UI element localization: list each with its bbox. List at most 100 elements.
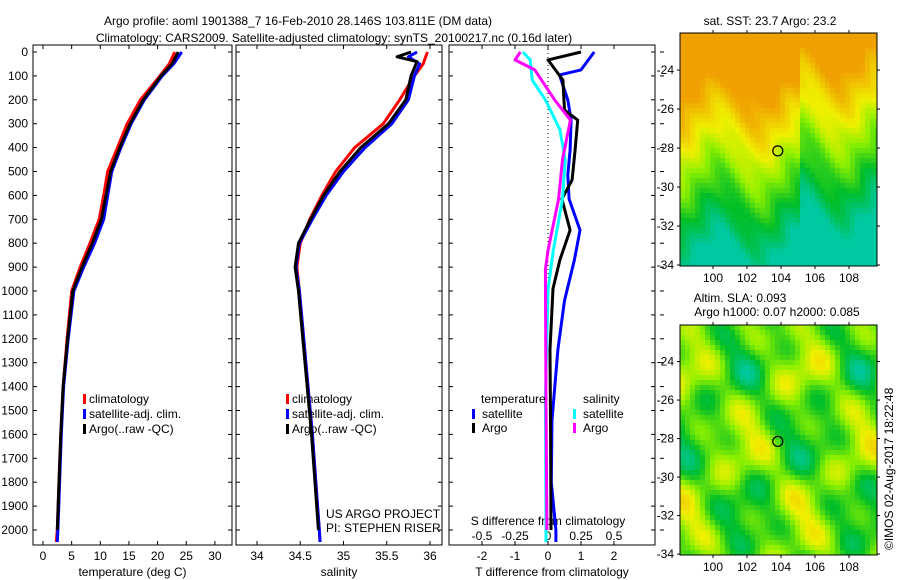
map-cell <box>845 440 850 445</box>
plot-frame <box>32 44 233 546</box>
map-cell <box>725 108 730 113</box>
map-cell <box>855 113 860 118</box>
map-cell <box>820 123 825 128</box>
map-cell <box>790 415 795 420</box>
map-cell <box>875 128 877 133</box>
map-cell <box>800 263 805 266</box>
map-cell <box>685 515 690 520</box>
map-cell <box>790 545 795 550</box>
map-cell <box>685 258 690 263</box>
map-cell <box>690 133 695 138</box>
map-cell <box>840 415 845 420</box>
legend-swatch <box>472 409 475 419</box>
map-cell <box>840 425 845 430</box>
map-cell <box>755 500 760 505</box>
map-cell <box>695 530 700 535</box>
map-cell <box>860 335 865 340</box>
map-cell <box>760 193 765 198</box>
map-cell <box>750 118 755 123</box>
map-cell <box>815 370 820 375</box>
map-cell <box>835 43 840 48</box>
map-cell <box>785 103 790 108</box>
map-cell <box>760 340 765 345</box>
map-cell <box>875 208 877 213</box>
map-cell <box>825 460 830 465</box>
map-cell <box>735 545 740 550</box>
map-cell <box>870 248 875 253</box>
map-cell <box>830 335 835 340</box>
map-cell <box>775 213 780 218</box>
map-cell <box>725 168 730 173</box>
map-cell <box>745 73 750 78</box>
map-cell <box>815 390 820 395</box>
map-cell <box>825 490 830 495</box>
map-cell <box>790 470 795 475</box>
map-cell <box>715 253 720 258</box>
map-cell <box>865 73 870 78</box>
map-cell <box>790 78 795 83</box>
map-cell <box>795 345 800 350</box>
map-cell <box>815 143 820 148</box>
map-cell <box>795 400 800 405</box>
map-cell <box>770 63 775 68</box>
map-cell <box>875 535 877 540</box>
map-cell <box>875 218 877 223</box>
map-cell <box>730 435 735 440</box>
map-cell <box>775 208 780 213</box>
y-tick-label: 300 <box>8 117 28 131</box>
map-cell <box>680 440 685 445</box>
map-cell <box>820 490 825 495</box>
map-cell <box>740 335 745 340</box>
map-cell <box>725 158 730 163</box>
map-cell <box>850 148 855 153</box>
map-cell <box>680 108 685 113</box>
map-cell <box>715 475 720 480</box>
map-cell <box>780 193 785 198</box>
float-location-marker <box>772 435 784 447</box>
map-cell <box>830 208 835 213</box>
map-cell <box>780 263 785 266</box>
map-cell <box>690 370 695 375</box>
lat-tick-label: -28 <box>657 141 675 155</box>
map-cell <box>780 370 785 375</box>
map-cell <box>755 43 760 48</box>
map-cell <box>870 465 875 470</box>
map-cell <box>700 163 705 168</box>
map-cell <box>730 193 735 198</box>
map-cell <box>715 425 720 430</box>
map-cell <box>845 355 850 360</box>
map-cell <box>780 360 785 365</box>
map-cell <box>715 203 720 208</box>
map-cell <box>775 515 780 520</box>
map-cell <box>795 440 800 445</box>
map-cell <box>835 365 840 370</box>
map-cell <box>855 435 860 440</box>
map-cell <box>740 193 745 198</box>
map-cell <box>745 545 750 550</box>
map-cell <box>730 485 735 490</box>
map-cell <box>720 118 725 123</box>
map-cell <box>835 193 840 198</box>
map-cell <box>805 238 810 243</box>
map-cell <box>720 163 725 168</box>
map-cell <box>715 550 720 555</box>
map-cell <box>710 500 715 505</box>
map-cell <box>850 520 855 525</box>
lon-tick-label: 102 <box>737 271 757 285</box>
map-cell <box>815 465 820 470</box>
map-cell <box>835 385 840 390</box>
map-cell <box>740 113 745 118</box>
map-cell <box>805 410 810 415</box>
map-cell <box>750 33 755 38</box>
map-cell <box>700 183 705 188</box>
plot-frame <box>448 44 656 546</box>
map-cell <box>735 168 740 173</box>
map-cell <box>760 450 765 455</box>
map-cell <box>870 540 875 545</box>
map-cell <box>700 430 705 435</box>
map-cell <box>730 83 735 88</box>
map-cell <box>875 510 877 515</box>
map-cell <box>720 330 725 335</box>
map-cell <box>710 128 715 133</box>
map-cell <box>855 38 860 43</box>
